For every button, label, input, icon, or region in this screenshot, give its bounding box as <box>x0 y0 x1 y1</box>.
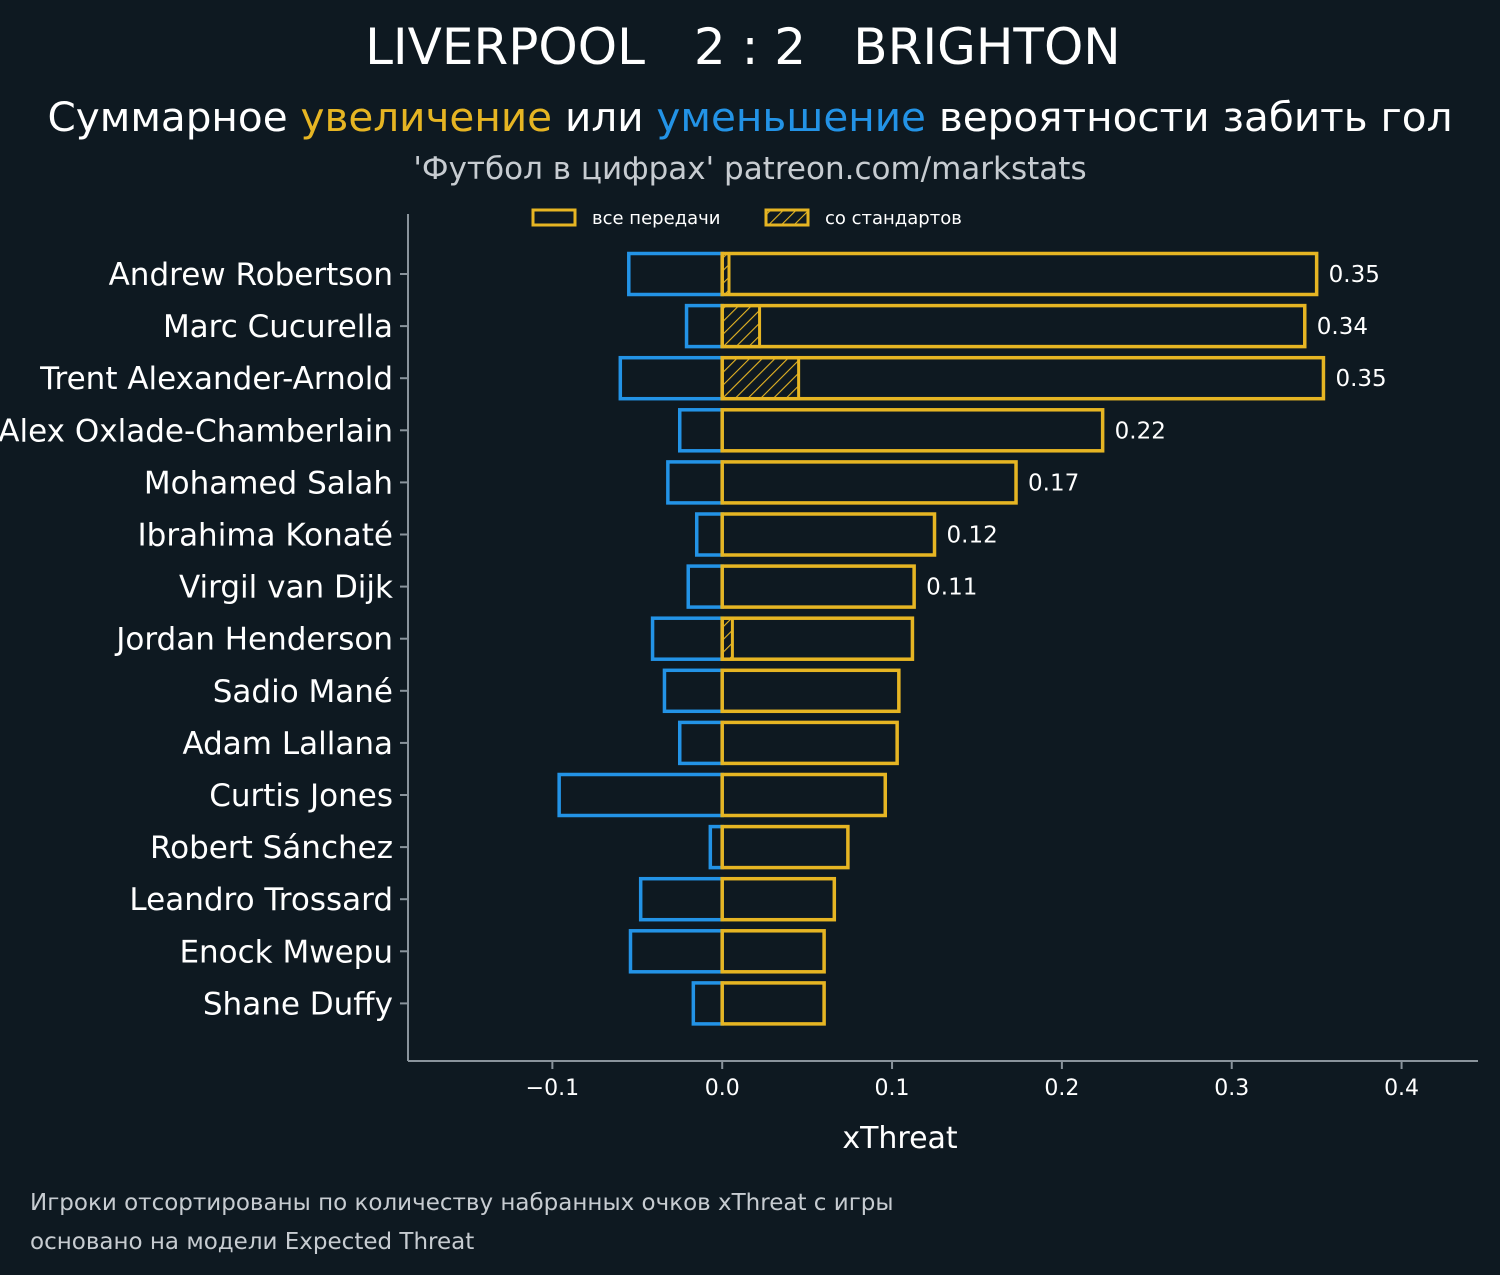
y-labels: Andrew Robertson Marc Cucurella Trent Alex… <box>0 257 408 1022</box>
footer-note-2: основано на модели Expected Threat <box>30 1229 474 1255</box>
y-tick-label: Adam Lallana <box>182 726 393 762</box>
legend-label-all-passes: все передачи <box>592 208 720 229</box>
bar-value-label: 0.11 <box>926 575 977 601</box>
chart-title-away: BRIGHTON <box>853 18 1120 76</box>
bar-positive <box>720 512 937 557</box>
y-tick-label: Ibrahima Konaté <box>138 518 394 554</box>
bar-negative <box>662 668 724 714</box>
subtitle-decrease: уменьшение <box>656 95 926 141</box>
y-tick-label: Mohamed Salah <box>144 465 393 501</box>
bar-negative <box>677 408 724 453</box>
bar-negative <box>686 564 724 609</box>
bar-positive <box>720 876 837 922</box>
y-tick-label: Alex Oxlade-Chamberlain <box>0 413 393 449</box>
bar-value-label: 0.12 <box>947 523 998 549</box>
x-tick-label: 0.0 <box>705 1076 740 1101</box>
bar-negative <box>557 772 724 818</box>
x-ticks: −0.1 0.0 0.1 0.2 0.3 0.4 <box>526 1061 1419 1101</box>
y-tick-label: Leandro Trossard <box>129 882 393 918</box>
bar-value-label: 0.35 <box>1335 366 1386 392</box>
bar-negative <box>691 981 724 1026</box>
x-tick-label: 0.3 <box>1214 1076 1249 1101</box>
bar-value-label: 0.17 <box>1028 470 1079 496</box>
bar-positive <box>720 460 1018 505</box>
bar-positive <box>720 408 1105 453</box>
chart-title-home: LIVERPOOL <box>365 18 645 76</box>
bar-value-label: 0.35 <box>1329 262 1380 288</box>
y-tick-label: Andrew Robertson <box>109 257 393 293</box>
y-tick-label: Enock Mwepu <box>179 934 393 970</box>
bar-negative <box>677 720 724 766</box>
bars: 0.35 0.34 0.35 0.22 0.17 0.12 0.11 <box>557 251 1387 1026</box>
bar-positive <box>720 981 826 1026</box>
bar-positive <box>720 668 901 714</box>
bar-negative <box>628 929 724 974</box>
bar-value-label: 0.22 <box>1115 418 1166 444</box>
subtitle-end: вероятности забить гол <box>926 95 1453 141</box>
bar-set-pieces <box>720 356 801 401</box>
y-tick-label: Sadio Mané <box>213 674 393 710</box>
bar-positive <box>720 616 915 661</box>
x-tick-label: 0.4 <box>1384 1076 1419 1101</box>
bar-positive <box>720 303 1307 349</box>
bar-negative <box>627 251 724 297</box>
x-axis-label: xThreat <box>842 1121 958 1156</box>
bar-positive <box>720 355 1326 401</box>
subtitle-start: Суммарное <box>48 95 301 141</box>
subtitle-increase: увеличение <box>301 95 553 141</box>
y-tick-label: Virgil van Dijk <box>179 570 393 606</box>
y-tick-label: Marc Cucurella <box>163 309 393 345</box>
y-tick-label: Shane Duffy <box>203 986 393 1022</box>
bar-positive <box>720 772 888 818</box>
bar-negative <box>638 876 724 922</box>
footer-note-1: Игроки отсортированы по количеству набра… <box>30 1190 894 1216</box>
chart-subtitle: Суммарное увеличение или уменьшение веро… <box>48 95 1453 141</box>
bar-negative <box>666 460 724 505</box>
y-tick-label: Curtis Jones <box>209 778 393 814</box>
legend: все передачи со стандартов <box>531 208 962 229</box>
bar-negative <box>684 303 724 349</box>
legend-swatch-all-passes <box>531 208 577 227</box>
chart-title-score: 2 : 2 <box>694 18 806 76</box>
bar-value-label: 0.34 <box>1317 314 1368 340</box>
bar-positive <box>720 929 826 974</box>
bar-negative <box>694 512 724 557</box>
x-tick-label: 0.2 <box>1044 1076 1079 1101</box>
x-tick-label: −0.1 <box>526 1076 579 1101</box>
y-tick-label: Robert Sánchez <box>150 830 393 866</box>
legend-label-set-pieces: со стандартов <box>825 208 962 229</box>
bar-negative <box>708 824 724 870</box>
bar-negative <box>650 616 724 661</box>
chart-source: 'Футбол в цифрах' patreon.com/markstats <box>413 151 1086 187</box>
bar-positive <box>720 824 850 870</box>
bar-positive <box>720 720 899 766</box>
legend-swatch-set-pieces <box>764 208 810 227</box>
y-tick-label: Jordan Henderson <box>114 622 393 658</box>
bar-set-pieces <box>720 304 762 349</box>
x-tick-label: 0.1 <box>875 1076 910 1101</box>
bar-positive <box>720 251 1319 297</box>
bar-negative <box>618 355 724 401</box>
bar-positive <box>720 564 916 609</box>
subtitle-mid: или <box>552 95 656 141</box>
y-tick-label: Trent Alexander-Arnold <box>39 361 393 397</box>
